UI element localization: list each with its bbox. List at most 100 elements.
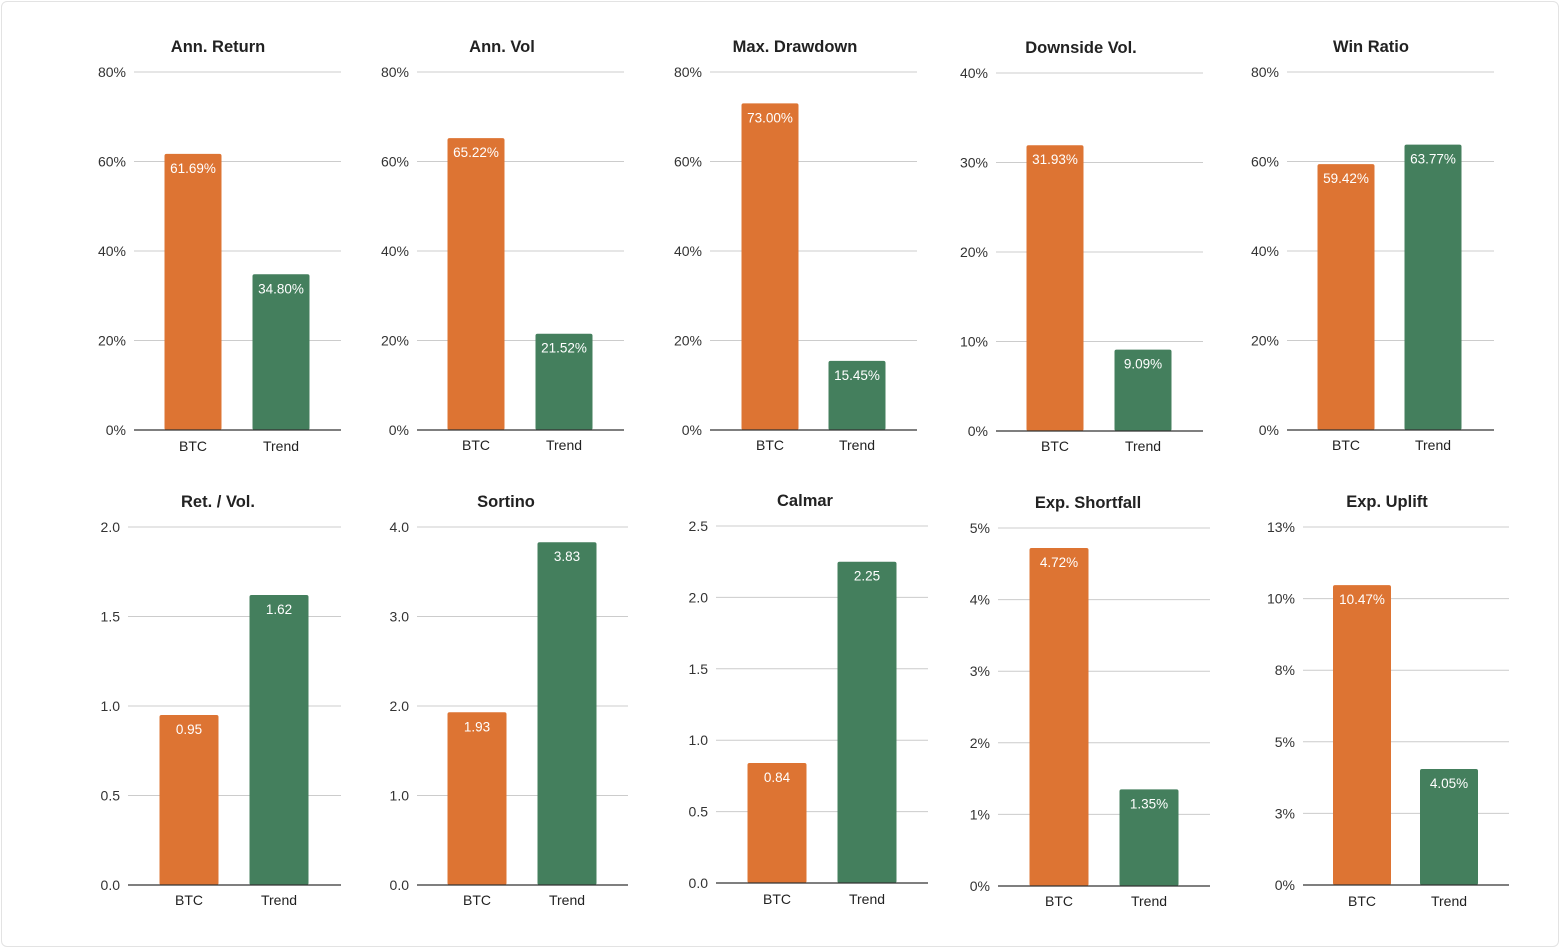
bar-btc [447,138,505,430]
x-category-label: BTC [175,892,203,908]
chart-title: Downside Vol. [1025,39,1137,57]
y-tick-label: 0% [106,422,126,438]
y-tick-label: 80% [1251,64,1279,80]
x-category-label: Trend [1431,893,1467,909]
y-tick-label: 0% [1275,877,1295,893]
y-tick-label: 20% [98,333,126,349]
data-label: 63.77% [1410,152,1456,167]
bar-trend [1119,789,1179,886]
y-tick-label: 2% [970,735,990,751]
y-tick-label: 0% [968,423,988,439]
bar-btc [747,763,807,883]
x-category-label: BTC [763,891,791,907]
data-label: 0.95 [176,722,202,737]
x-category-label: Trend [549,892,585,908]
y-tick-label: 0% [1259,422,1279,438]
x-category-label: BTC [1045,893,1073,909]
y-tick-label: 40% [98,243,126,259]
data-label: 9.09% [1124,357,1162,372]
x-category-label: Trend [1131,893,1167,909]
y-tick-label: 5% [1275,734,1295,750]
data-label: 21.52% [541,341,587,356]
data-label: 15.45% [834,368,880,383]
data-label: 1.93 [464,719,490,734]
y-tick-label: 13% [1267,519,1295,535]
chart-title: Exp. Uplift [1346,493,1428,511]
bar-trend [1114,349,1172,431]
data-label: 4.72% [1040,555,1078,570]
bar-btc [1026,145,1084,431]
y-tick-label: 20% [381,333,409,349]
chart-title: Ret. / Vol. [181,493,255,511]
data-label: 10.47% [1339,592,1385,607]
x-category-label: Trend [839,437,875,453]
bar-btc [447,712,507,885]
y-tick-label: 80% [98,64,126,80]
x-category-label: Trend [1125,438,1161,454]
y-tick-label: 1.0 [101,698,121,714]
y-tick-label: 40% [381,243,409,259]
data-label: 59.42% [1323,171,1369,186]
y-tick-label: 80% [381,64,409,80]
y-tick-label: 30% [960,155,988,171]
x-category-label: BTC [1348,893,1376,909]
bar-trend [537,542,597,885]
data-label: 61.69% [170,161,216,176]
x-category-label: BTC [462,437,490,453]
y-tick-label: 0.5 [689,804,709,820]
chart-title: Ann. Return [171,38,265,56]
y-tick-label: 1.0 [390,788,410,804]
y-tick-label: 2.0 [689,589,709,605]
x-category-label: Trend [263,438,299,454]
y-tick-label: 4.0 [390,519,410,535]
y-tick-label: 5% [970,520,990,536]
chart-title: Exp. Shortfall [1035,494,1141,512]
x-category-label: Trend [546,437,582,453]
chart-title: Calmar [777,492,834,510]
y-tick-label: 1% [970,806,990,822]
chart-title: Ann. Vol [469,38,535,56]
x-category-label: BTC [179,438,207,454]
y-tick-label: 60% [1251,154,1279,170]
y-tick-label: 10% [1267,591,1295,607]
x-category-label: BTC [1041,438,1069,454]
data-label: 4.05% [1430,776,1468,791]
data-label: 73.00% [747,110,793,125]
y-tick-label: 2.5 [689,518,709,534]
bar-trend [249,595,309,885]
y-tick-label: 0.5 [101,788,121,804]
y-tick-label: 0.0 [101,877,121,893]
x-category-label: BTC [463,892,491,908]
x-category-label: Trend [261,892,297,908]
y-tick-label: 60% [674,154,702,170]
bar-trend [252,274,310,430]
chart-title: Max. Drawdown [733,38,858,56]
data-label: 34.80% [258,281,304,296]
y-tick-label: 0% [682,422,702,438]
data-label: 65.22% [453,145,499,160]
y-tick-label: 1.0 [689,732,709,748]
bar-trend [1420,769,1478,885]
y-tick-label: 60% [381,154,409,170]
y-tick-label: 3% [1275,805,1295,821]
y-tick-label: 60% [98,154,126,170]
x-category-label: BTC [1332,437,1360,453]
y-tick-label: 3% [970,663,990,679]
y-tick-label: 1.5 [101,609,121,625]
y-tick-label: 40% [960,65,988,81]
bar-trend [1404,144,1462,430]
bar-trend [535,333,593,430]
chart-title: Win Ratio [1333,38,1409,56]
data-label: 1.62 [266,602,292,617]
x-category-label: Trend [849,891,885,907]
data-label: 0.84 [764,770,791,785]
y-tick-label: 3.0 [390,609,410,625]
